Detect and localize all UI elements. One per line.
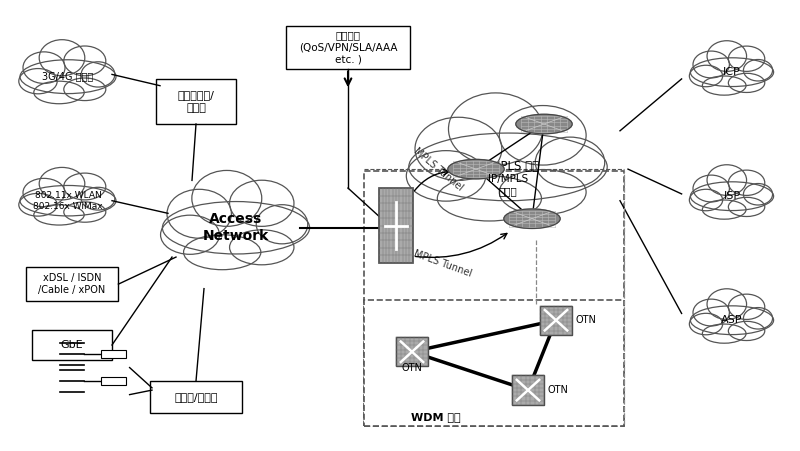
Text: OTN: OTN bbox=[402, 363, 422, 373]
FancyBboxPatch shape bbox=[32, 330, 112, 360]
Text: 3G/4G 户外网: 3G/4G 户外网 bbox=[42, 72, 94, 82]
Ellipse shape bbox=[535, 137, 605, 188]
Ellipse shape bbox=[690, 313, 722, 335]
Text: GbE: GbE bbox=[61, 340, 83, 350]
Ellipse shape bbox=[702, 200, 746, 219]
Ellipse shape bbox=[39, 40, 85, 76]
Ellipse shape bbox=[690, 189, 722, 211]
Ellipse shape bbox=[230, 230, 294, 265]
Text: 基站控制器/
路由器: 基站控制器/ 路由器 bbox=[178, 90, 214, 113]
FancyBboxPatch shape bbox=[101, 350, 126, 358]
Ellipse shape bbox=[20, 60, 116, 94]
FancyBboxPatch shape bbox=[286, 26, 410, 69]
Ellipse shape bbox=[743, 184, 773, 205]
Ellipse shape bbox=[743, 60, 773, 81]
FancyBboxPatch shape bbox=[101, 377, 126, 385]
Text: 路由器/交换机: 路由器/交换机 bbox=[174, 392, 218, 402]
Text: WDM 网络: WDM 网络 bbox=[411, 412, 461, 422]
Ellipse shape bbox=[702, 76, 746, 95]
Ellipse shape bbox=[504, 209, 560, 229]
Ellipse shape bbox=[415, 117, 502, 180]
Ellipse shape bbox=[19, 69, 58, 94]
Text: MPLS Tunnel: MPLS Tunnel bbox=[412, 146, 466, 193]
Ellipse shape bbox=[82, 62, 115, 87]
Ellipse shape bbox=[707, 289, 746, 319]
Ellipse shape bbox=[707, 41, 746, 71]
Ellipse shape bbox=[406, 151, 486, 201]
Ellipse shape bbox=[64, 202, 106, 222]
FancyBboxPatch shape bbox=[364, 300, 624, 426]
Ellipse shape bbox=[192, 170, 262, 226]
FancyBboxPatch shape bbox=[379, 189, 413, 262]
Text: OTN: OTN bbox=[576, 315, 597, 325]
Text: IP/MPLS 网络: IP/MPLS 网络 bbox=[477, 161, 539, 173]
FancyBboxPatch shape bbox=[512, 375, 544, 405]
Ellipse shape bbox=[162, 202, 310, 254]
Ellipse shape bbox=[499, 170, 586, 215]
Ellipse shape bbox=[690, 58, 774, 87]
Ellipse shape bbox=[707, 165, 746, 195]
FancyBboxPatch shape bbox=[150, 381, 242, 413]
Ellipse shape bbox=[690, 306, 774, 335]
Ellipse shape bbox=[516, 114, 572, 134]
FancyBboxPatch shape bbox=[26, 267, 118, 301]
Ellipse shape bbox=[82, 187, 115, 210]
Text: IP/MPLS
路山器: IP/MPLS 路山器 bbox=[488, 174, 528, 196]
Text: OTN: OTN bbox=[548, 385, 569, 395]
Ellipse shape bbox=[690, 65, 722, 87]
Ellipse shape bbox=[728, 198, 765, 216]
Text: 802.11x WLAN
802.16x WiMax: 802.11x WLAN 802.16x WiMax bbox=[33, 191, 103, 211]
Ellipse shape bbox=[690, 182, 774, 211]
Ellipse shape bbox=[167, 189, 231, 238]
Ellipse shape bbox=[728, 170, 765, 195]
Ellipse shape bbox=[448, 159, 504, 179]
Ellipse shape bbox=[438, 176, 542, 221]
Ellipse shape bbox=[34, 81, 84, 104]
Text: xDSL / ISDN
/Cable / xPON: xDSL / ISDN /Cable / xPON bbox=[38, 273, 106, 295]
Ellipse shape bbox=[64, 46, 106, 76]
Text: 业务智能
(QoS/VPN/SLA/AAA
etc. ): 业务智能 (QoS/VPN/SLA/AAA etc. ) bbox=[298, 30, 398, 65]
Ellipse shape bbox=[64, 173, 106, 200]
Ellipse shape bbox=[409, 133, 607, 201]
Ellipse shape bbox=[728, 74, 765, 92]
Ellipse shape bbox=[449, 93, 542, 165]
Ellipse shape bbox=[728, 322, 765, 341]
Ellipse shape bbox=[161, 215, 219, 254]
Ellipse shape bbox=[499, 106, 586, 165]
Ellipse shape bbox=[256, 205, 308, 244]
Ellipse shape bbox=[183, 235, 261, 270]
Ellipse shape bbox=[728, 294, 765, 319]
Ellipse shape bbox=[19, 193, 58, 216]
FancyBboxPatch shape bbox=[396, 337, 428, 366]
Ellipse shape bbox=[34, 205, 84, 225]
Ellipse shape bbox=[693, 299, 730, 326]
Text: ISP: ISP bbox=[723, 191, 741, 201]
Text: ASP: ASP bbox=[722, 315, 742, 325]
Text: ICP: ICP bbox=[723, 67, 741, 77]
Ellipse shape bbox=[39, 167, 85, 200]
Ellipse shape bbox=[702, 324, 746, 343]
Ellipse shape bbox=[64, 78, 106, 101]
Ellipse shape bbox=[23, 178, 65, 207]
Ellipse shape bbox=[23, 52, 65, 83]
FancyBboxPatch shape bbox=[156, 79, 236, 124]
Ellipse shape bbox=[728, 46, 765, 71]
Ellipse shape bbox=[743, 308, 773, 329]
Ellipse shape bbox=[230, 180, 294, 226]
Ellipse shape bbox=[693, 175, 730, 202]
Text: Access
Network: Access Network bbox=[203, 212, 269, 244]
FancyBboxPatch shape bbox=[540, 306, 572, 335]
Ellipse shape bbox=[20, 185, 116, 216]
Text: MPLS Tunnel: MPLS Tunnel bbox=[412, 249, 473, 279]
Ellipse shape bbox=[693, 51, 730, 78]
